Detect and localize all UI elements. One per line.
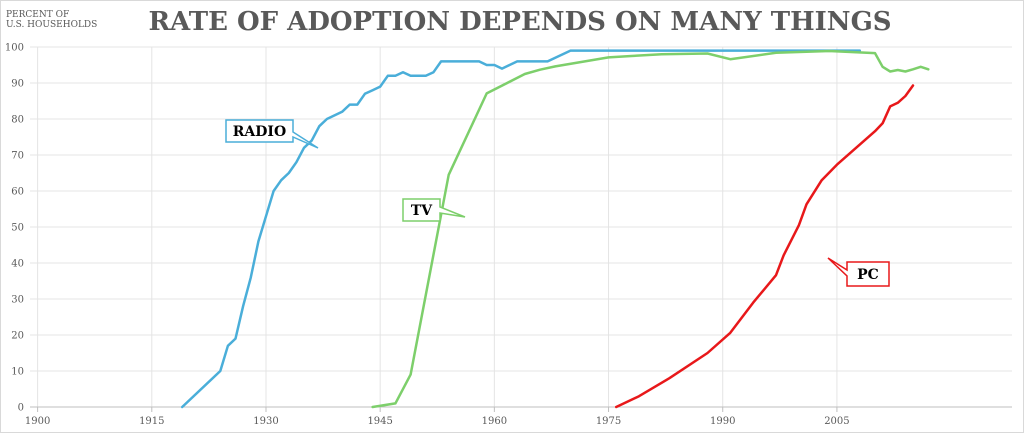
x-tick-label: 1975 [596,416,621,427]
y-tick-label: 90 [11,79,24,90]
y-axis-label-line-2: U.S. HOUSEHOLDS [6,20,97,30]
pc-callout: PC [827,257,890,287]
y-axis-label-line-1: PERCENT OF [6,10,69,20]
tv-callout: TV [402,198,466,222]
series-line-tv [371,49,930,409]
y-tick-label: 50 [11,223,24,234]
y-tick-label: 60 [11,187,24,198]
pc-callout-box [827,257,890,287]
x-tick-labels: 1900 1915 1930 1945 1960 1975 1990 2005 [25,416,850,427]
radio-callout: RADIO [225,119,319,149]
x-tick-label: 2005 [824,416,849,427]
x-tick-label: 1930 [253,416,278,427]
x-tick-label: 1900 [25,416,50,427]
chart-title: RATE OF ADOPTION DEPENDS ON MANY THINGS [148,7,891,37]
y-tick-label: 80 [11,115,24,126]
y-tick-label: 20 [11,331,24,342]
pc-callout-label: PC [857,267,879,283]
radio-callout-label: RADIO [233,124,286,140]
y-tick-label: 0 [18,403,24,414]
y-tick-label: 40 [11,259,24,270]
x-tick-label: 1945 [367,416,392,427]
gridlines [30,46,1012,412]
tv-callout-box [402,198,466,222]
series-lines [180,49,930,409]
y-tick-label: 30 [11,295,24,306]
radio-callout-box [225,119,319,149]
y-tick-labels: 0 10 20 30 40 50 60 70 80 90 100 [5,43,24,414]
series-line-radio [180,49,862,409]
x-tick-label: 1915 [139,416,164,427]
y-tick-label: 100 [5,43,24,54]
y-tick-label: 70 [11,151,24,162]
x-tick-label: 1990 [710,416,735,427]
y-tick-label: 10 [11,367,24,378]
x-tick-label: 1960 [482,416,507,427]
tv-callout-label: TV [411,203,433,219]
series-line-pc [614,84,915,409]
